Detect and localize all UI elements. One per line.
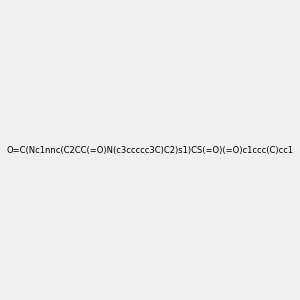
Text: O=C(Nc1nnc(C2CC(=O)N(c3ccccc3C)C2)s1)CS(=O)(=O)c1ccc(C)cc1: O=C(Nc1nnc(C2CC(=O)N(c3ccccc3C)C2)s1)CS(…	[6, 146, 294, 154]
